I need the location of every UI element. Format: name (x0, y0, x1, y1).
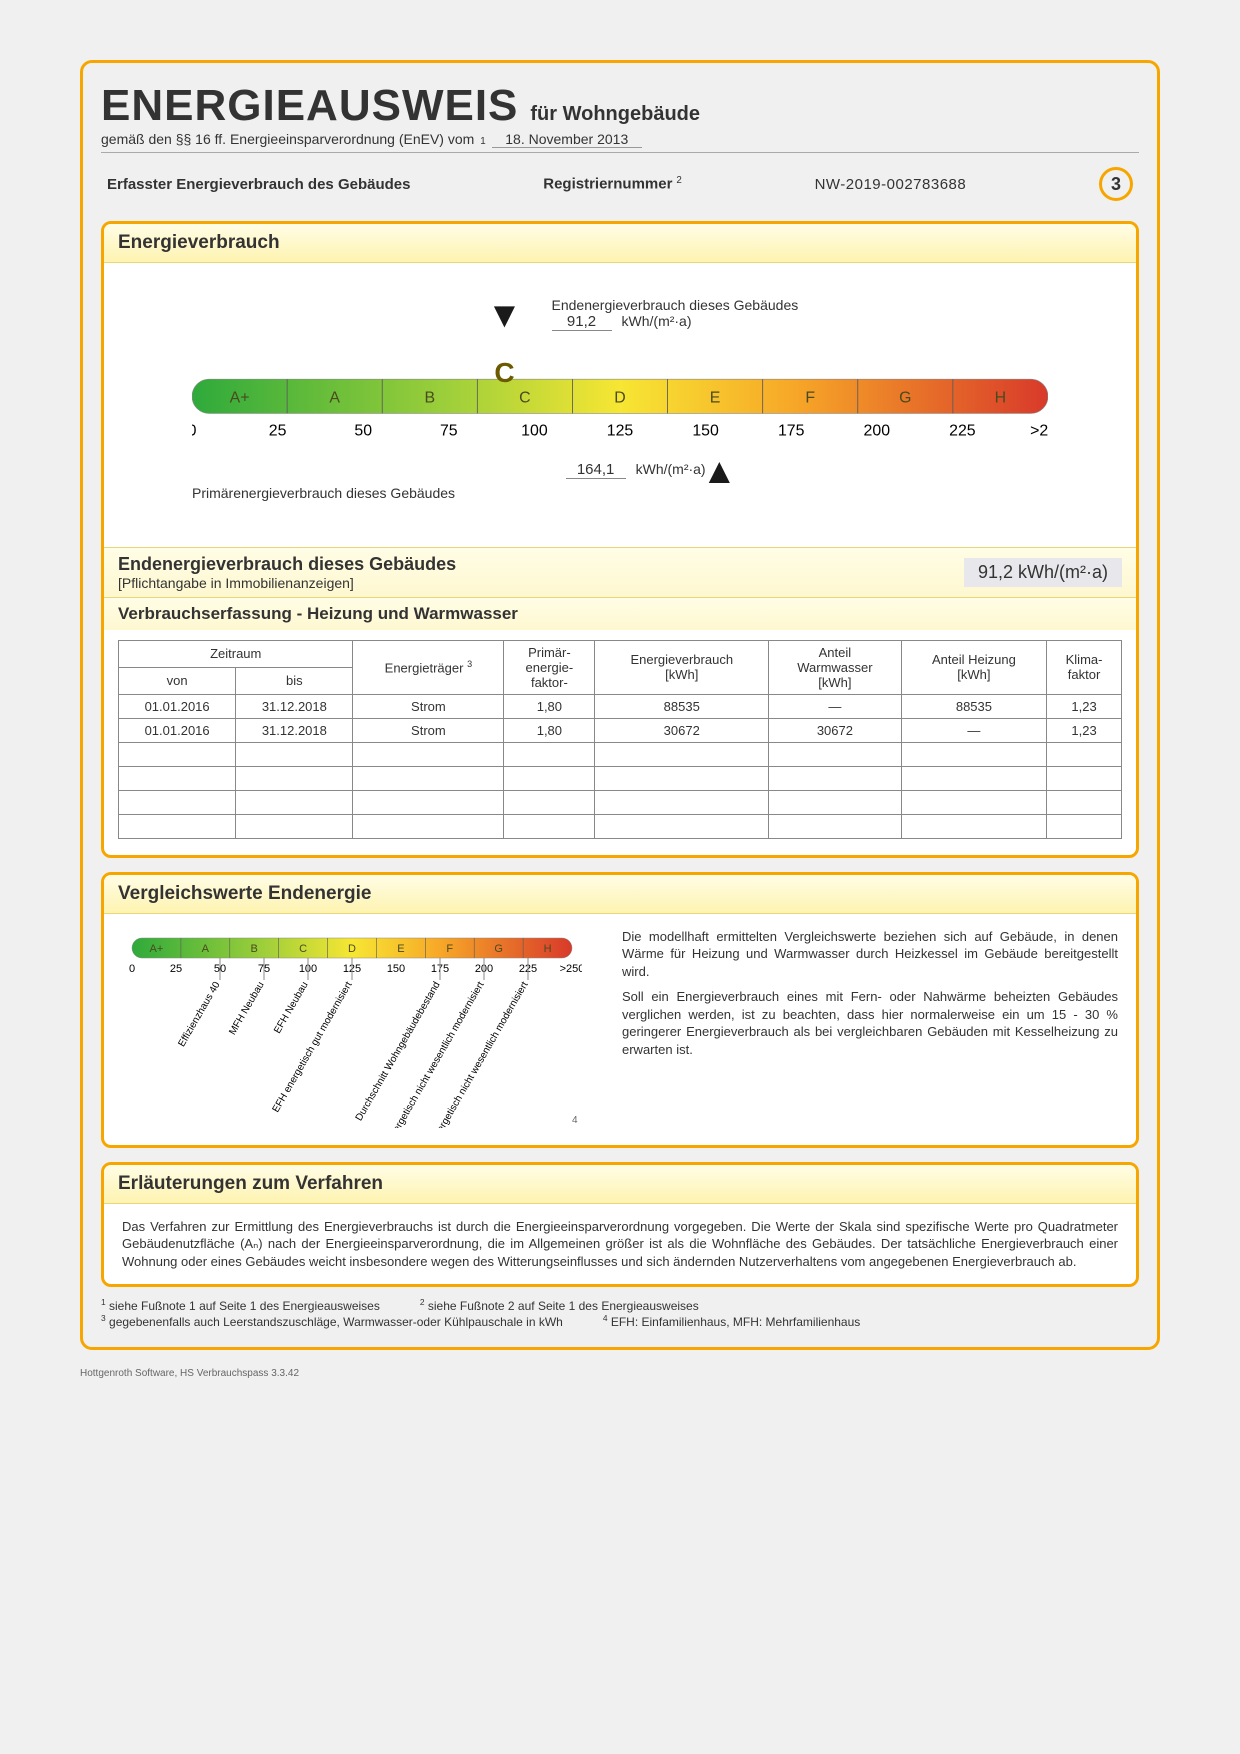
verbrauch-table: Zeitraum Energieträger 3 Primär- energie… (118, 640, 1122, 839)
svg-text:F: F (446, 943, 453, 955)
svg-text:0: 0 (129, 963, 135, 975)
table-row: 01.01.201631.12.2018Strom1,803067230672—… (119, 718, 1122, 742)
efficiency-class-letter: C (494, 357, 514, 389)
svg-text:EFH Neubau: EFH Neubau (272, 980, 310, 1036)
erlauter-text: Das Verfahren zur Ermittlung des Energie… (122, 1218, 1118, 1271)
primaer-value: 164,1 (566, 461, 626, 479)
svg-text:EFH energetisch gut modernisie: EFH energetisch gut modernisiert (271, 979, 355, 1114)
col-bis: bis (236, 667, 353, 694)
endenergie-label: Endenergieverbrauch dieses Gebäudes (552, 297, 799, 313)
svg-text:25: 25 (170, 963, 182, 975)
regulation-prefix: gemäß den §§ 16 ff. Energieeinsparverord… (101, 131, 474, 147)
col-kf: Klima- faktor (1047, 640, 1122, 694)
primaer-label: Primärenergieverbrauch dieses Gebäudes (192, 485, 455, 501)
section-vergleich: Vergleichswerte Endenergie A+ A B C D E F G H 0 2… (101, 872, 1139, 1148)
svg-text:B: B (251, 943, 258, 955)
svg-text:>250: >250 (560, 963, 582, 975)
svg-text:125: 125 (607, 422, 634, 439)
svg-text:25: 25 (269, 422, 287, 439)
svg-text:>250: >250 (1030, 422, 1048, 439)
svg-text:G: G (899, 389, 911, 406)
svg-text:4: 4 (572, 1115, 578, 1126)
comparison-scale: A+ABCDEFGH 0255075100125150175200225>250… (122, 928, 582, 1128)
svg-text:Effizienzhaus 40: Effizienzhaus 40 (176, 979, 222, 1048)
section-label-erfasst: Erfasster Energieverbrauch des Gebäudes (107, 176, 410, 193)
svg-text:H: H (544, 943, 552, 955)
table-row (119, 766, 1122, 790)
document-for: für Wohngebäude (530, 103, 700, 126)
svg-text:150: 150 (387, 963, 405, 975)
col-ev: Energieverbrauch [kWh] (595, 640, 769, 694)
table-row (119, 742, 1122, 766)
endenergie-block-note: [Pflichtangabe in Immobilienanzeigen] (118, 575, 456, 591)
erlauter-heading: Erläuterungen zum Verfahren (104, 1165, 1136, 1204)
table-row: 01.01.201631.12.2018Strom1,8088535—88535… (119, 694, 1122, 718)
section-energieverbrauch: Energieverbrauch ▼ Endenergieverbrauch d… (101, 221, 1139, 858)
primaer-unit: kWh/(m²·a) (636, 461, 706, 477)
col-von: von (119, 667, 236, 694)
svg-text:B: B (424, 389, 435, 406)
regulation-date: 18. November 2013 (492, 131, 642, 148)
svg-text:A: A (202, 943, 210, 955)
regnum-label: Registriernummer (543, 176, 672, 193)
svg-text:G: G (494, 943, 503, 955)
table-row (119, 814, 1122, 838)
header-block: ENERGIEAUSWEIS für Wohngebäude gemäß den… (101, 81, 1139, 207)
svg-text:A+: A+ (230, 389, 250, 406)
document-outer: ENERGIEAUSWEIS für Wohngebäude gemäß den… (80, 60, 1160, 1350)
endenergie-unit: kWh/(m²·a) (622, 313, 692, 329)
footnotes: 1 siehe Fußnote 1 auf Seite 1 des Energi… (101, 1297, 1139, 1329)
vergleich-text1: Die modellhaft ermittelten Vergleichswer… (622, 928, 1118, 981)
arrow-up-icon: ▲ (701, 453, 737, 489)
software-credit: Hottgenroth Software, HS Verbrauchspass … (80, 1368, 1160, 1379)
document-title: ENERGIEAUSWEIS (101, 81, 518, 131)
svg-text:75: 75 (440, 422, 458, 439)
endenergie-block-heading: Endenergieverbrauch dieses Gebäudes (118, 554, 456, 575)
svg-text:A+: A+ (150, 943, 164, 955)
page-number-badge: 3 (1099, 167, 1133, 201)
svg-text:200: 200 (864, 422, 891, 439)
svg-text:50: 50 (354, 422, 372, 439)
col-traeger: Energieträger (385, 660, 464, 675)
svg-text:Durchschnitt Wohngebäudebestan: Durchschnitt Wohngebäudebestand (354, 980, 443, 1123)
col-hz: Anteil Heizung [kWh] (901, 640, 1046, 694)
vergleich-text2: Soll ein Energieverbrauch eines mit Fern… (622, 988, 1118, 1058)
svg-text:E: E (710, 389, 721, 406)
svg-text:H: H (995, 389, 1006, 406)
svg-text:D: D (348, 943, 356, 955)
endenergie-value: 91,2 (552, 313, 612, 331)
energy-scale-bar: A+ A B C D E F G H 0 25 50 75 100 125 150 175 200 225 >250 (192, 367, 1048, 453)
svg-text:175: 175 (778, 422, 805, 439)
col-pef: Primär- energie- faktor- (504, 640, 595, 694)
svg-text:225: 225 (949, 422, 976, 439)
vergleich-heading: Vergleichswerte Endenergie (104, 875, 1136, 914)
svg-text:0: 0 (192, 422, 197, 439)
svg-text:C: C (299, 943, 307, 955)
energie-heading: Energieverbrauch (104, 224, 1136, 263)
svg-text:C: C (519, 389, 530, 406)
svg-text:F: F (805, 389, 815, 406)
endenergie-block-value: 91,2 kWh/(m²·a) (964, 558, 1122, 587)
section-erlauter: Erläuterungen zum Verfahren Das Verfahre… (101, 1162, 1139, 1288)
svg-text:D: D (614, 389, 625, 406)
table-row (119, 790, 1122, 814)
regnum-value: NW-2019-002783688 (815, 176, 967, 193)
svg-text:E: E (397, 943, 404, 955)
svg-text:A: A (329, 389, 340, 406)
arrow-down-icon: ▼ (487, 297, 523, 333)
svg-text:150: 150 (692, 422, 719, 439)
verbrauch-heading: Verbrauchserfassung - Heizung und Warmwa… (104, 597, 1136, 630)
col-ww: Anteil Warmwasser [kWh] (769, 640, 902, 694)
svg-text:MFH Neubau: MFH Neubau (227, 980, 266, 1037)
col-zeitraum: Zeitraum (119, 640, 353, 667)
svg-text:100: 100 (521, 422, 548, 439)
